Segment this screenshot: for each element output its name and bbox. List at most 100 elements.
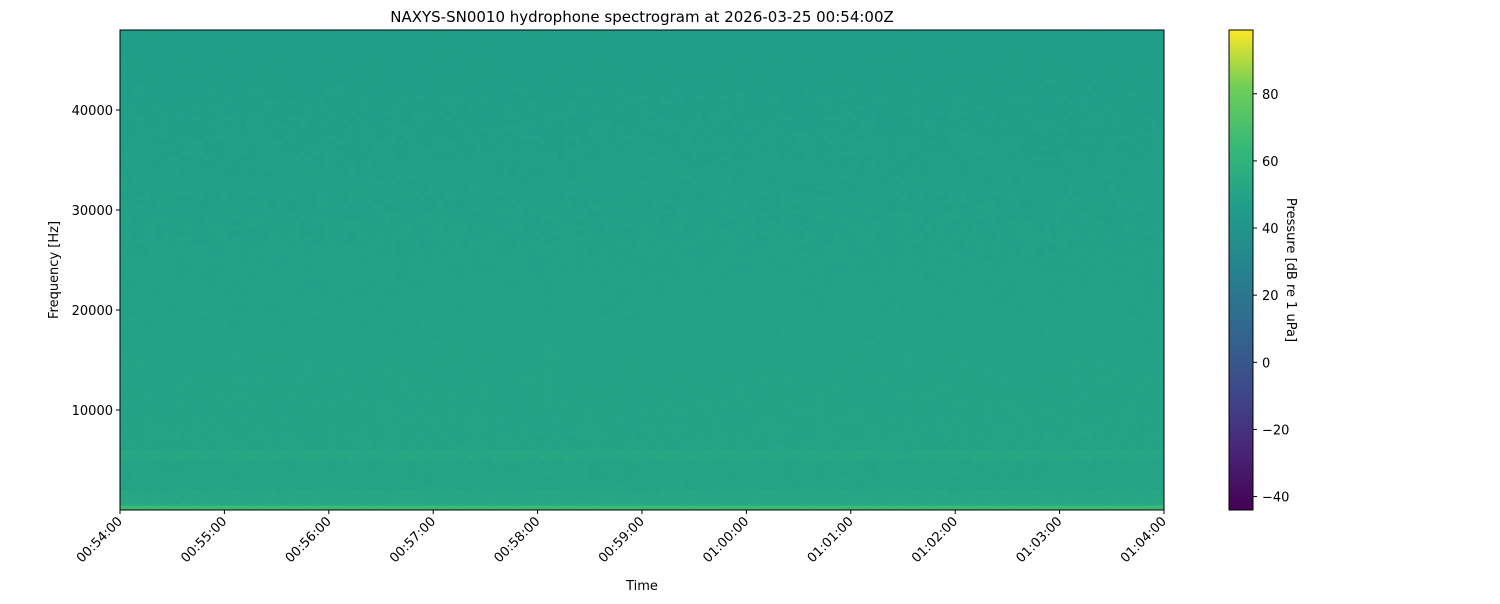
heatmap-cell bbox=[396, 475, 402, 480]
heatmap-cell bbox=[240, 460, 246, 465]
heatmap-cell bbox=[354, 80, 360, 85]
heatmap-cell bbox=[288, 450, 294, 455]
heatmap-cell bbox=[174, 200, 180, 205]
heatmap-cell bbox=[156, 295, 162, 300]
heatmap-cell bbox=[138, 225, 144, 230]
heatmap-cell bbox=[126, 365, 132, 370]
heatmap-cell bbox=[192, 455, 198, 460]
heatmap-cell bbox=[330, 440, 336, 445]
heatmap-cell bbox=[384, 195, 390, 200]
heatmap-cell bbox=[246, 70, 252, 75]
heatmap-cell bbox=[408, 330, 414, 335]
heatmap-cell bbox=[204, 325, 210, 330]
heatmap-cell bbox=[348, 210, 354, 215]
heatmap-cell bbox=[312, 325, 318, 330]
heatmap-cell bbox=[324, 430, 330, 435]
heatmap-cell bbox=[426, 100, 432, 105]
heatmap-cell bbox=[216, 40, 222, 45]
heatmap-cell bbox=[372, 55, 378, 60]
heatmap-cell bbox=[120, 170, 126, 175]
heatmap-cell bbox=[186, 305, 192, 310]
heatmap-cell bbox=[354, 245, 360, 250]
heatmap-cell bbox=[174, 460, 180, 465]
heatmap-cell bbox=[222, 325, 228, 330]
heatmap-cell bbox=[348, 395, 354, 400]
heatmap-cell bbox=[264, 265, 270, 270]
heatmap-cell bbox=[234, 80, 240, 85]
heatmap-cell bbox=[342, 155, 348, 160]
heatmap-cell bbox=[132, 320, 138, 325]
heatmap-cell bbox=[264, 165, 270, 170]
heatmap-cell bbox=[258, 295, 264, 300]
heatmap-cell bbox=[366, 435, 372, 440]
heatmap-cell bbox=[132, 395, 138, 400]
heatmap-cell bbox=[420, 150, 426, 155]
heatmap-cell bbox=[306, 140, 312, 145]
heatmap-cell bbox=[252, 490, 258, 495]
heatmap-cell bbox=[426, 190, 432, 195]
heatmap-cell bbox=[336, 395, 342, 400]
heatmap-cell bbox=[414, 325, 420, 330]
heatmap-cell bbox=[282, 285, 288, 290]
heatmap-cell bbox=[180, 315, 186, 320]
heatmap-cell bbox=[276, 150, 282, 155]
heatmap-cell bbox=[132, 335, 138, 340]
heatmap-cell bbox=[348, 235, 354, 240]
heatmap-cell bbox=[336, 190, 342, 195]
heatmap-cell bbox=[264, 205, 270, 210]
heatmap-cell bbox=[156, 335, 162, 340]
heatmap-cell bbox=[150, 155, 156, 160]
heatmap-cell bbox=[198, 475, 204, 480]
heatmap-cell bbox=[246, 160, 252, 165]
heatmap-cell bbox=[306, 95, 312, 100]
heatmap-cell bbox=[126, 445, 132, 450]
heatmap-cell bbox=[246, 190, 252, 195]
heatmap-cell bbox=[132, 80, 138, 85]
heatmap-cell bbox=[288, 455, 294, 460]
heatmap-cell bbox=[414, 435, 420, 440]
heatmap-cell bbox=[306, 330, 312, 335]
heatmap-cell bbox=[372, 275, 378, 280]
heatmap-cell bbox=[264, 310, 270, 315]
heatmap-cell bbox=[378, 440, 384, 445]
heatmap-cell bbox=[144, 360, 150, 365]
heatmap-cell bbox=[384, 255, 390, 260]
heatmap-cell bbox=[294, 370, 300, 375]
heatmap-cell bbox=[198, 175, 204, 180]
heatmap-cell bbox=[168, 55, 174, 60]
heatmap-cell bbox=[378, 130, 384, 135]
heatmap-cell bbox=[300, 185, 306, 190]
heatmap-cell bbox=[180, 330, 186, 335]
heatmap-cell bbox=[276, 245, 282, 250]
heatmap-cell bbox=[258, 315, 264, 320]
heatmap-cell bbox=[126, 230, 132, 235]
heatmap-cell bbox=[210, 470, 216, 475]
heatmap-cell bbox=[192, 305, 198, 310]
heatmap-cell bbox=[324, 245, 330, 250]
heatmap-cell bbox=[366, 50, 372, 55]
heatmap-cell bbox=[180, 405, 186, 410]
heatmap-cell bbox=[354, 385, 360, 390]
heatmap-cell bbox=[354, 355, 360, 360]
heatmap-cell bbox=[366, 185, 372, 190]
heatmap-cell bbox=[186, 145, 192, 150]
heatmap-cell bbox=[420, 475, 426, 480]
heatmap-cell bbox=[264, 440, 270, 445]
heatmap-cell bbox=[300, 110, 306, 115]
heatmap-cell bbox=[294, 460, 300, 465]
heatmap-cell bbox=[228, 235, 234, 240]
heatmap-cell bbox=[390, 80, 396, 85]
heatmap-cell bbox=[360, 460, 366, 465]
heatmap-cell bbox=[324, 220, 330, 225]
heatmap-cell bbox=[420, 165, 426, 170]
heatmap-cell bbox=[252, 360, 258, 365]
heatmap-cell bbox=[174, 410, 180, 415]
heatmap-cell bbox=[372, 305, 378, 310]
heatmap-cell bbox=[162, 400, 168, 405]
heatmap-cell bbox=[198, 290, 204, 295]
heatmap-cell bbox=[330, 240, 336, 245]
heatmap-cell bbox=[300, 140, 306, 145]
heatmap-cell bbox=[144, 140, 150, 145]
heatmap-cell bbox=[156, 415, 162, 420]
